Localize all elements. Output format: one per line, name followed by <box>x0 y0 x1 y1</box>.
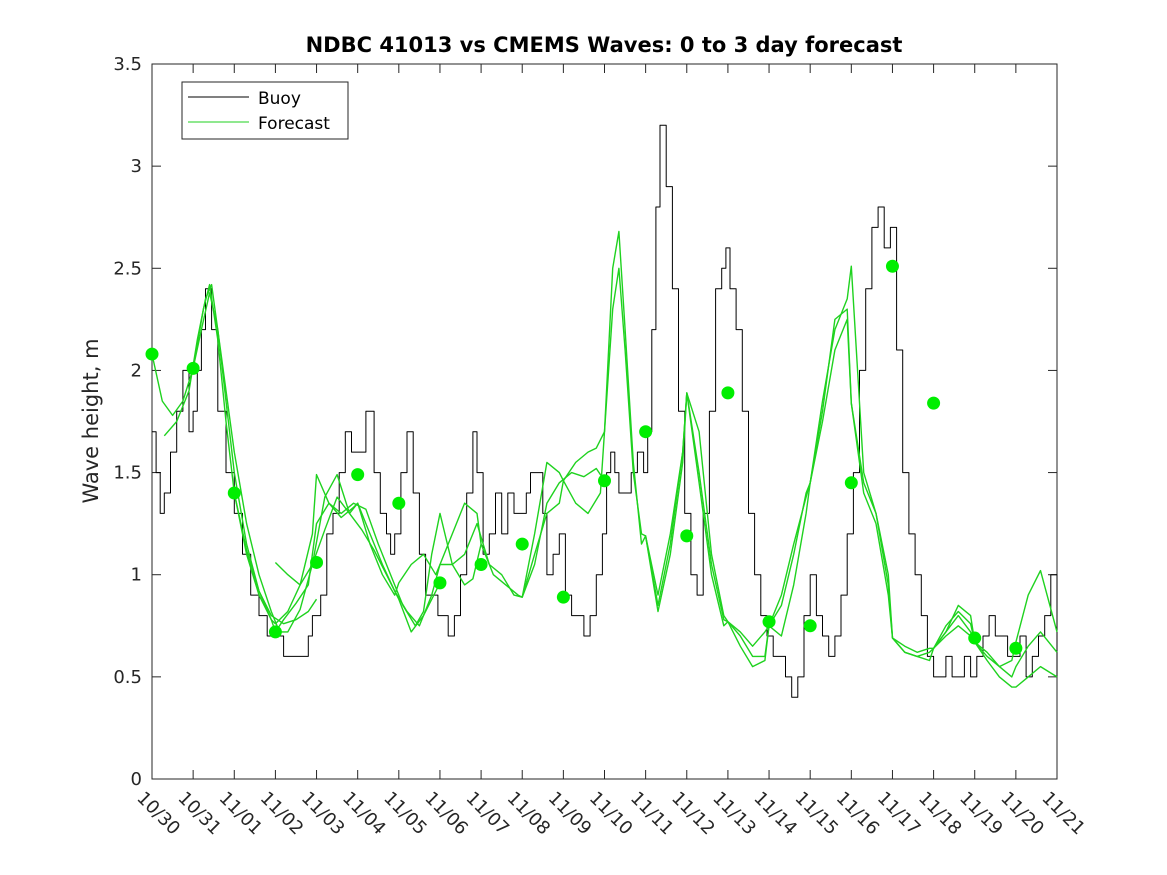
legend-buoy-label: Buoy <box>258 89 301 109</box>
forecast-marker <box>721 386 735 400</box>
forecast-marker <box>1009 641 1023 655</box>
forecast-line <box>644 318 1058 688</box>
y-tick-label: 0 <box>131 769 142 790</box>
forecast-marker <box>145 347 159 361</box>
y-axis-label: Wave height, m <box>79 338 103 503</box>
forecast-line <box>932 610 1058 678</box>
legend-box <box>181 81 349 140</box>
forecast-line <box>521 267 976 653</box>
plot-area: 00.511.522.533.510/3010/3111/0111/0211/0… <box>113 54 1089 839</box>
y-tick-label: 0.5 <box>113 667 142 688</box>
chart-title: NDBC 41013 vs CMEMS Waves: 0 to 3 day fo… <box>306 33 903 57</box>
legend: Buoy Forecast <box>181 81 349 140</box>
buoy-line <box>152 124 1058 698</box>
y-tick-label: 3.5 <box>113 54 142 75</box>
forecast-marker <box>968 631 982 645</box>
forecast-marker <box>844 476 858 490</box>
forecast-marker <box>927 396 941 410</box>
forecast-marker <box>433 576 447 590</box>
forecast-line <box>233 467 606 627</box>
forecast-marker <box>474 558 488 571</box>
forecast-marker <box>803 619 817 633</box>
forecast-marker <box>268 625 282 639</box>
forecast-line <box>274 431 606 598</box>
y-tick-label: 1.5 <box>113 463 142 484</box>
forecast-marker <box>392 496 406 510</box>
forecast-marker <box>598 474 611 488</box>
y-tick-label: 2 <box>131 360 142 381</box>
forecast-marker <box>351 468 365 482</box>
y-tick-label: 2.5 <box>113 258 142 279</box>
forecast-marker <box>515 537 529 551</box>
forecast-marker <box>762 615 776 629</box>
forecast-line <box>151 283 318 625</box>
forecast-marker <box>310 555 324 569</box>
forecast-marker <box>639 425 653 439</box>
forecast-marker <box>680 529 694 543</box>
forecast-marker <box>186 361 200 375</box>
forecast-line <box>603 230 1058 668</box>
forecast-marker <box>885 259 899 273</box>
y-tick-label: 1 <box>131 565 142 586</box>
forecast-marker <box>556 590 570 604</box>
forecast-marker <box>227 486 241 500</box>
legend-forecast-label: Forecast <box>258 114 330 134</box>
y-tick-label: 3 <box>131 156 142 177</box>
